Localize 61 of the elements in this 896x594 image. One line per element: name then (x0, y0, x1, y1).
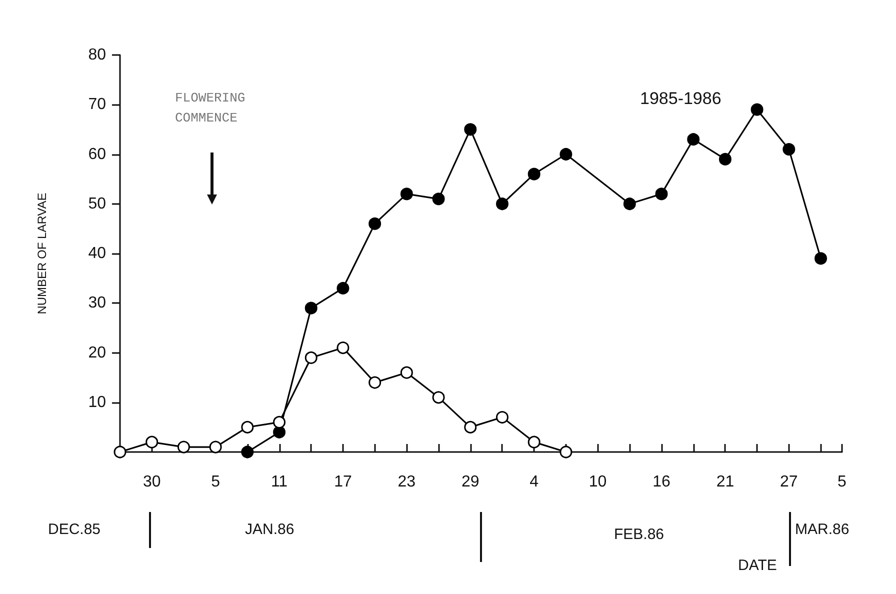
y-tick-label: 20 (88, 344, 106, 362)
annotation: 1985-1986 (640, 89, 722, 108)
point (687, 133, 700, 146)
point (432, 192, 445, 206)
x-tick-label: 4 (530, 474, 539, 490)
point (209, 440, 222, 454)
x-tick-label: 16 (652, 474, 670, 490)
point (623, 198, 636, 210)
y-tick-label: 30 (88, 294, 106, 312)
point (496, 198, 508, 210)
annotation: FLOWERING COMMENCE (175, 90, 254, 126)
x-tick-label: 5 (211, 474, 220, 490)
point (273, 416, 286, 428)
point (146, 436, 158, 448)
x-tick-label: 10 (588, 474, 607, 490)
point (782, 143, 796, 156)
point (814, 252, 828, 265)
y-tick-label: 50 (88, 195, 106, 212)
point (368, 376, 382, 389)
text: JAN.86 (245, 521, 294, 538)
x-tick-label: 30 (142, 474, 161, 490)
point (336, 282, 350, 294)
point (464, 123, 477, 136)
text: DATE (738, 557, 777, 574)
point (304, 302, 318, 314)
x-tick-label: 11 (270, 474, 288, 490)
point (336, 342, 350, 354)
point (177, 440, 190, 454)
text: MAR.86 (795, 521, 850, 538)
point (528, 436, 540, 448)
point (400, 366, 413, 379)
point (655, 188, 668, 200)
text: DEC.85 (48, 521, 101, 538)
y-tick-label: 40 (88, 245, 106, 262)
point (400, 188, 413, 200)
y-axis-title: NUMBER OF LARVAE (35, 192, 49, 314)
x-tick-label: 5 (838, 474, 847, 490)
x-tick-label: 27 (780, 474, 798, 490)
x-tick-label: 29 (461, 474, 480, 490)
x-tick-label: 17 (334, 474, 352, 490)
y-tick-label: 80 (88, 46, 106, 64)
point (560, 148, 572, 160)
x-tick-label: 21 (716, 474, 734, 490)
point (273, 426, 286, 438)
point (241, 420, 254, 434)
point (718, 152, 732, 166)
x-tick-label: 23 (398, 474, 416, 490)
point (560, 446, 572, 458)
y-tick-label: 60 (88, 146, 106, 163)
point (241, 446, 254, 458)
point (528, 168, 540, 180)
point (496, 411, 508, 424)
point (304, 351, 318, 364)
point (114, 446, 126, 458)
point (368, 217, 382, 230)
y-tick-label: 10 (88, 394, 106, 411)
point (750, 103, 764, 116)
text: FEB.86 (614, 526, 664, 543)
point (464, 420, 477, 434)
point (432, 391, 445, 404)
y-tick-label: 70 (88, 96, 106, 114)
